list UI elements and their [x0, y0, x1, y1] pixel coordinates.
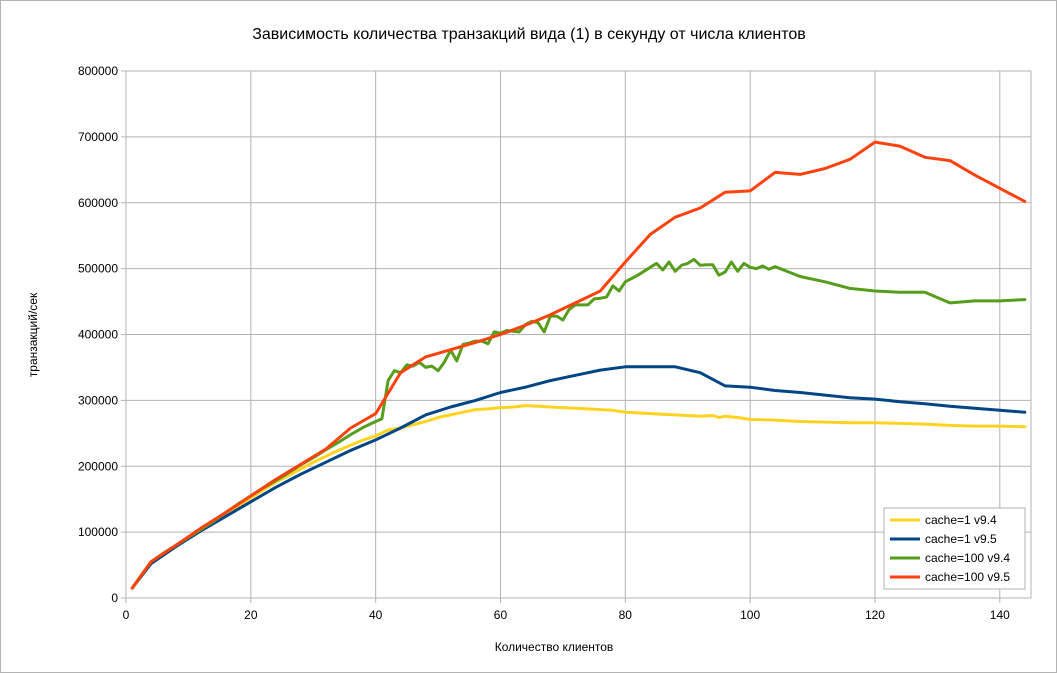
chart-title: Зависимость количества транзакций вида (… — [252, 26, 806, 43]
y-tick-label: 300000 — [78, 393, 118, 407]
x-tick-label: 100 — [740, 608, 760, 622]
series-line-4 — [130, 140, 1027, 590]
y-tick-label: 400000 — [78, 328, 118, 342]
series-line-2 — [130, 365, 1027, 590]
y-tick-label: 600000 — [78, 196, 118, 210]
y-tick-label: 200000 — [78, 459, 118, 473]
legend-label: cache=1 v9.4 — [925, 513, 997, 527]
x-tick-label: 140 — [990, 608, 1010, 622]
legend-label: cache=100 v9.4 — [925, 551, 1010, 565]
legend: cache=1 v9.4 cache=1 v9.5 cache=100 v9.4 ca… — [883, 507, 1026, 590]
series-lines — [130, 140, 1027, 590]
y-tick-label: 800000 — [78, 64, 118, 78]
x-tick-label: 60 — [494, 608, 508, 622]
series-line-1 — [130, 404, 1027, 590]
x-tick-label: 20 — [244, 608, 258, 622]
y-axis-title: транзакций/сек — [26, 292, 40, 377]
x-tick-label: 40 — [369, 608, 383, 622]
y-tick-label: 500000 — [78, 262, 118, 276]
axes: 0 100000 200000 300000 400000 500000 600000 700… — [78, 64, 1010, 622]
x-axis-title: Количество клиентов — [495, 640, 614, 654]
legend-label: cache=1 v9.5 — [925, 532, 997, 546]
x-tick-label: 80 — [619, 608, 633, 622]
legend-label: cache=100 v9.5 — [925, 570, 1010, 584]
y-tick-label: 100000 — [78, 525, 118, 539]
y-tick-label: 0 — [111, 591, 118, 605]
y-tick-label: 700000 — [78, 130, 118, 144]
x-tick-label: 120 — [865, 608, 885, 622]
x-tick-label: 0 — [123, 608, 130, 622]
